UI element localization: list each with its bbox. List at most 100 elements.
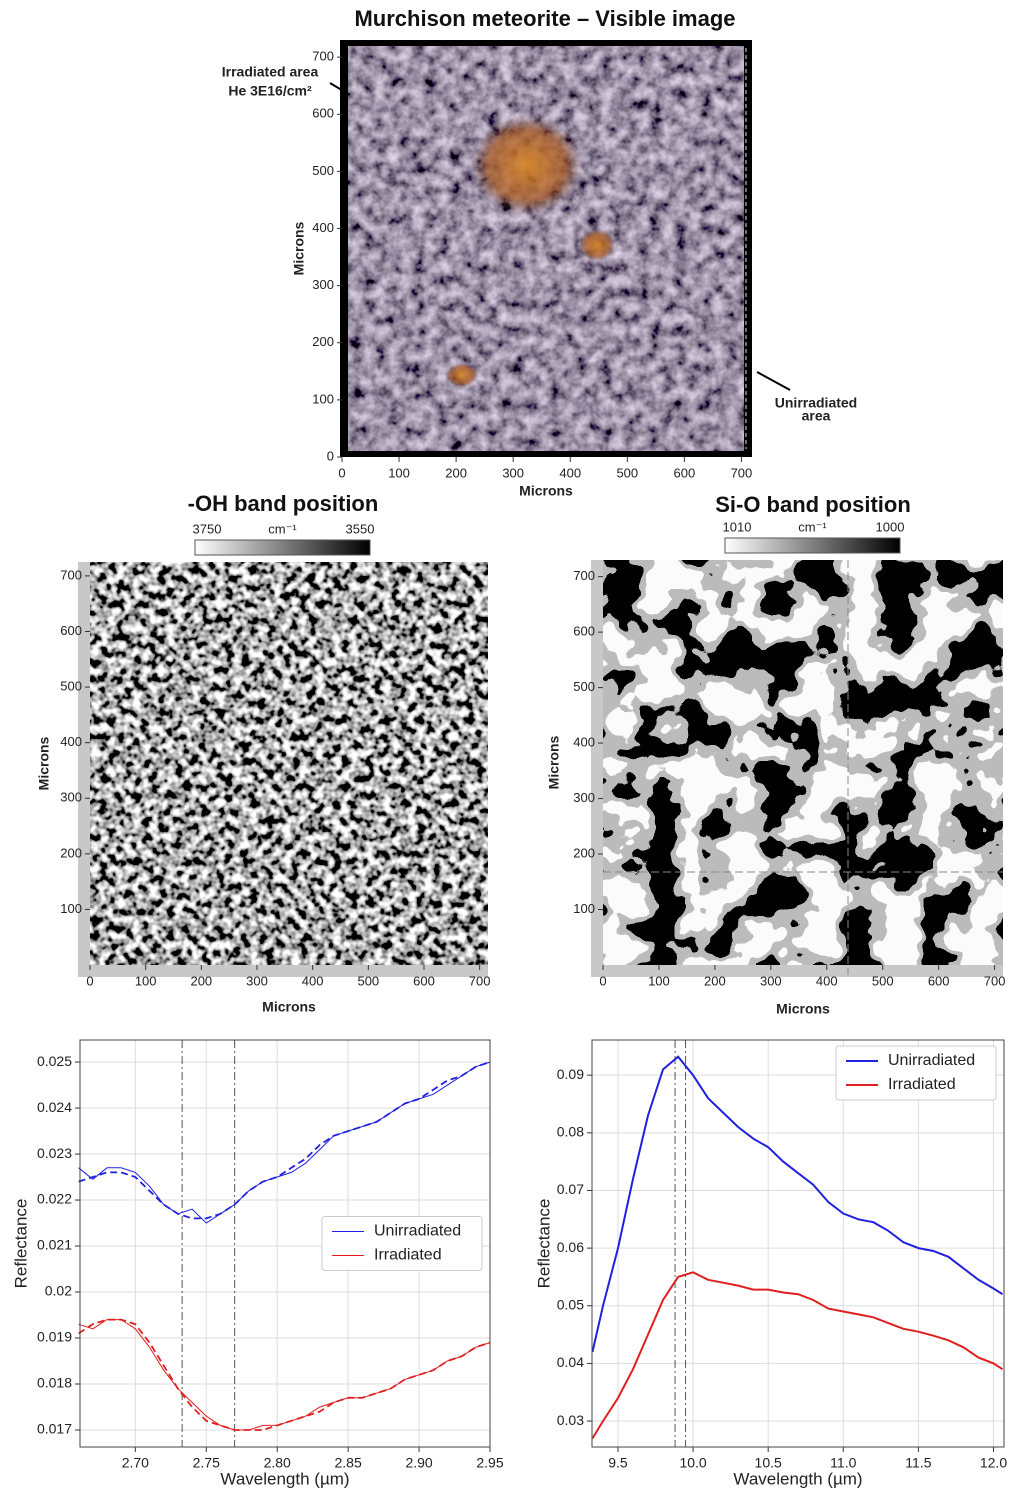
y-tick-label: 200 bbox=[312, 334, 334, 349]
x-tick-label: 2.95 bbox=[476, 1455, 503, 1471]
x-tick-label: 100 bbox=[135, 973, 157, 988]
series-line bbox=[591, 1055, 1004, 1353]
y-tick-label: 0.024 bbox=[37, 1099, 72, 1115]
colorbar-label: 1000 bbox=[876, 519, 905, 534]
chart-title: Si-O band position bbox=[715, 492, 911, 517]
annotation-pointer bbox=[756, 371, 791, 391]
x-tick-label: 10.5 bbox=[755, 1455, 782, 1471]
y-tick-label: 0.018 bbox=[37, 1375, 72, 1391]
x-tick-label: 700 bbox=[469, 973, 491, 988]
y-tick-label: 600 bbox=[60, 623, 82, 638]
x-tick-label: 0 bbox=[86, 973, 93, 988]
y-tick-label: 300 bbox=[573, 790, 595, 805]
chart-title: -OH band position bbox=[188, 491, 379, 516]
x-axis-label: Microns bbox=[776, 1001, 830, 1017]
y-tick-label: 300 bbox=[60, 790, 82, 805]
x-tick-label: 200 bbox=[704, 973, 726, 988]
x-tick-label: 700 bbox=[984, 973, 1006, 988]
orange-grain bbox=[472, 115, 582, 215]
x-tick-label: 2.85 bbox=[335, 1455, 362, 1471]
x-tick-label: 11.0 bbox=[830, 1455, 856, 1471]
colorbar-label: 3750 bbox=[193, 521, 222, 536]
x-tick-label: 200 bbox=[190, 973, 212, 988]
legend-label: Irradiated bbox=[888, 1076, 956, 1093]
colorbar-label: 3550 bbox=[346, 521, 375, 536]
series-line bbox=[78, 1061, 491, 1224]
x-tick-label: 10.0 bbox=[679, 1455, 706, 1471]
band-map bbox=[603, 560, 1003, 965]
x-tick-label: 0 bbox=[599, 973, 606, 988]
x-tick-label: 100 bbox=[388, 465, 410, 480]
x-tick-label: 2.75 bbox=[193, 1455, 220, 1471]
y-tick-label: 700 bbox=[60, 567, 82, 582]
y-tick-label: 700 bbox=[312, 49, 334, 64]
x-tick-label: 600 bbox=[928, 973, 950, 988]
x-tick-label: 500 bbox=[357, 973, 379, 988]
annotation: Irradiated area bbox=[222, 64, 319, 80]
x-tick-label: 400 bbox=[559, 465, 581, 480]
x-tick-label: 300 bbox=[502, 465, 524, 480]
annotation: area bbox=[802, 408, 831, 424]
plot-border bbox=[591, 1039, 1005, 1448]
colorbar-unit: cm⁻¹ bbox=[798, 519, 827, 534]
annotation: Unirradiated bbox=[775, 395, 857, 411]
y-tick-label: 100 bbox=[573, 901, 595, 916]
y-tick-label: 0.025 bbox=[37, 1053, 72, 1069]
y-tick-label: 0.09 bbox=[557, 1066, 584, 1082]
y-tick-label: 600 bbox=[573, 624, 595, 639]
x-tick-label: 700 bbox=[731, 465, 753, 480]
plot-border bbox=[79, 1039, 491, 1448]
x-tick-label: 400 bbox=[302, 973, 324, 988]
x-tick-label: 12.0 bbox=[980, 1455, 1007, 1471]
y-tick-label: 0.07 bbox=[557, 1181, 584, 1197]
x-tick-label: 11.5 bbox=[905, 1455, 931, 1471]
y-tick-label: 0.05 bbox=[557, 1296, 584, 1312]
x-axis-label: Microns bbox=[262, 999, 316, 1015]
legend-box bbox=[835, 1045, 997, 1101]
y-tick-label: 0.03 bbox=[557, 1412, 584, 1428]
colorbar-unit: cm⁻¹ bbox=[268, 521, 297, 536]
colorbar-label: 1010 bbox=[723, 519, 752, 534]
x-axis-label: Wavelength (µm) bbox=[733, 1469, 862, 1488]
y-tick-label: 600 bbox=[312, 106, 334, 121]
y-tick-label: 0.021 bbox=[37, 1237, 72, 1253]
y-tick-label: 0.08 bbox=[557, 1124, 584, 1140]
x-tick-label: 300 bbox=[246, 973, 268, 988]
legend-label: Unirradiated bbox=[374, 1223, 461, 1240]
y-tick-label: 0.019 bbox=[37, 1329, 72, 1345]
series-line bbox=[78, 1061, 491, 1220]
x-tick-label: 400 bbox=[816, 973, 838, 988]
x-tick-label: 600 bbox=[413, 973, 435, 988]
y-axis-label: Microns bbox=[546, 735, 562, 789]
y-tick-label: 700 bbox=[573, 568, 595, 583]
y-tick-label: 0.023 bbox=[37, 1145, 72, 1161]
y-tick-label: 0.06 bbox=[557, 1239, 584, 1255]
series-line bbox=[78, 1318, 491, 1431]
y-tick-label: 500 bbox=[60, 679, 82, 694]
y-axis-label: Microns bbox=[291, 221, 307, 275]
y-tick-label: 0.04 bbox=[557, 1354, 584, 1370]
legend-label: Irradiated bbox=[374, 1247, 442, 1264]
x-axis-label: Microns bbox=[519, 483, 573, 499]
y-axis-label: Microns bbox=[36, 736, 52, 790]
y-tick-label: 300 bbox=[312, 277, 334, 292]
chart-title: Murchison meteorite – Visible image bbox=[354, 6, 735, 31]
y-tick-label: 0.017 bbox=[37, 1421, 72, 1437]
visible-image bbox=[348, 46, 744, 451]
x-tick-label: 2.80 bbox=[264, 1455, 291, 1471]
y-axis-label: Reflectance bbox=[534, 1199, 553, 1289]
colorbar bbox=[724, 537, 901, 554]
y-tick-label: 400 bbox=[60, 734, 82, 749]
x-tick-label: 300 bbox=[760, 973, 782, 988]
x-tick-label: 200 bbox=[445, 465, 467, 480]
y-tick-label: 0.022 bbox=[37, 1191, 72, 1207]
y-tick-label: 500 bbox=[312, 163, 334, 178]
legend-label: Unirradiated bbox=[888, 1052, 975, 1069]
orange-grain bbox=[446, 363, 478, 387]
band-map bbox=[90, 562, 488, 965]
x-axis-label: Wavelength (µm) bbox=[220, 1469, 349, 1488]
x-tick-label: 600 bbox=[674, 465, 696, 480]
y-tick-label: 200 bbox=[60, 845, 82, 860]
